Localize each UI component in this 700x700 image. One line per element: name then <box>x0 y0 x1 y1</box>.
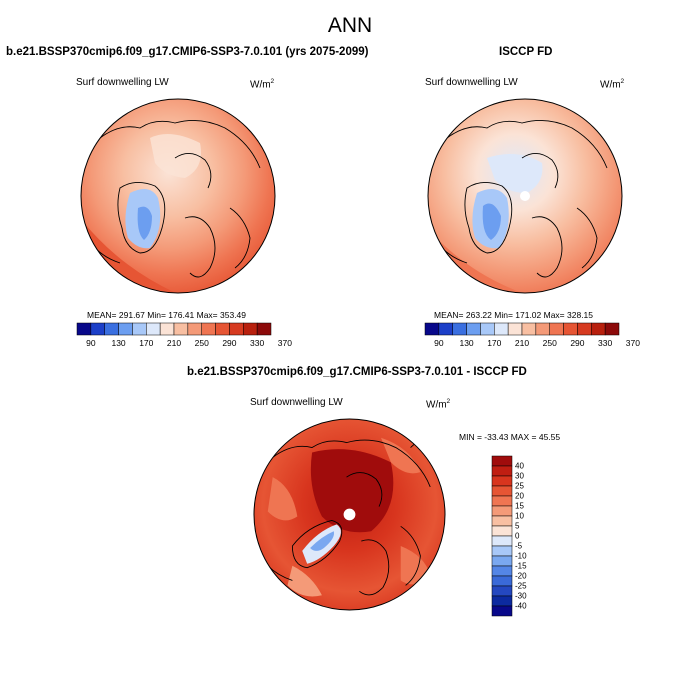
colorbar-segment <box>563 322 578 336</box>
colorbar-tick-label: 20 <box>515 491 524 501</box>
colorbar-tick-label: -5 <box>515 541 523 551</box>
model-colorbar <box>76 322 272 336</box>
colorbar-segment <box>491 605 513 617</box>
colorbar-segment <box>491 515 513 527</box>
colorbar-segment <box>491 555 513 567</box>
colorbar-tick-label: 0 <box>515 531 520 541</box>
colorbar-segment <box>424 322 440 336</box>
model-polar-map <box>80 98 276 294</box>
obs-variable-label: Surf downwelling LW <box>425 77 518 88</box>
obs-stats: MEAN= 263.22 Min= 171.02 Max= 328.15 <box>434 310 594 320</box>
colorbar-segment <box>201 322 216 336</box>
colorbar-tick-label: 40 <box>515 461 524 471</box>
colorbar-tick-label: 290 <box>222 338 237 348</box>
colorbar-tick-label: 370 <box>277 338 292 348</box>
colorbar-segment <box>491 585 513 597</box>
colorbar-segment <box>491 525 513 537</box>
colorbar-segment <box>173 322 189 336</box>
diff-colorbar-ticks: 40 30 25 20 15 10 5 0 -5 -10 -15 -20 -25 -30 -40 <box>515 456 545 616</box>
colorbar-segment <box>215 322 230 336</box>
colorbar-tick-label: 90 <box>86 338 96 348</box>
colorbar-tick-label: 170 <box>139 338 154 348</box>
diff-units-label: W/m2 <box>426 398 451 411</box>
figure-title: ANN <box>327 14 373 37</box>
colorbar-tick-label: 25 <box>515 481 524 491</box>
colorbar-tick-label: 130 <box>111 338 126 348</box>
colorbar-segment <box>507 322 523 336</box>
colorbar-tick-label: 5 <box>515 521 520 531</box>
colorbar-segment <box>491 575 513 587</box>
colorbar-tick-label: 90 <box>434 338 444 348</box>
colorbar-tick-label: 210 <box>514 338 530 348</box>
colorbar-segment <box>466 322 481 336</box>
colorbar-segment <box>491 485 513 497</box>
colorbar-tick-label: -40 <box>515 601 527 611</box>
colorbar-segment <box>577 322 592 336</box>
colorbar-segment <box>491 465 513 477</box>
colorbar-segment <box>452 322 467 336</box>
colorbar-tick-label: -25 <box>515 581 527 591</box>
colorbar-segment <box>491 455 513 467</box>
colorbar-segment <box>604 322 620 336</box>
colorbar-tick-label: 15 <box>515 501 524 511</box>
colorbar-segment <box>256 322 272 336</box>
colorbar-segment <box>438 322 453 336</box>
colorbar-segment <box>491 545 513 557</box>
colorbar-segment <box>491 565 513 577</box>
model-units-label: W/m2 <box>250 78 275 91</box>
colorbar-tick-label: -20 <box>515 571 527 581</box>
colorbar-segment <box>491 495 513 507</box>
colorbar-segment <box>591 322 606 336</box>
colorbar-segment <box>480 322 495 336</box>
colorbar-tick-label: 10 <box>515 511 524 521</box>
colorbar-segment <box>104 322 119 336</box>
colorbar-tick-label: 210 <box>166 338 182 348</box>
colorbar-tick-label: 290 <box>570 338 585 348</box>
colorbar-tick-label: 250 <box>194 338 209 348</box>
colorbar-segment <box>146 322 161 336</box>
diff-polar-map <box>253 418 446 611</box>
colorbar-tick-label: -30 <box>515 591 527 601</box>
colorbar-segment <box>132 322 147 336</box>
model-colorbar-ticks: 90 130 170 210 250 290 330 370 <box>77 338 292 350</box>
colorbar-segment <box>491 535 513 547</box>
obs-units-label: W/m2 <box>600 78 625 91</box>
colorbar-segment <box>229 322 244 336</box>
obs-colorbar <box>424 322 620 336</box>
colorbar-segment <box>494 322 509 336</box>
colorbar-segment <box>491 595 513 607</box>
diff-variable-label: Surf downwelling LW <box>250 397 343 408</box>
colorbar-segment <box>491 505 513 517</box>
colorbar-tick-label: 330 <box>598 338 613 348</box>
colorbar-segment <box>521 322 537 336</box>
colorbar-segment <box>243 322 258 336</box>
colorbar-tick-label: -10 <box>515 551 527 561</box>
colorbar-segment <box>76 322 92 336</box>
colorbar-segment <box>491 475 513 487</box>
colorbar-segment <box>187 322 202 336</box>
diff-panel-title: b.e21.BSSP370cmip6.f09_g17.CMIP6-SSP3-7.… <box>187 366 527 378</box>
colorbar-tick-label: 30 <box>515 471 524 481</box>
model-stats: MEAN= 291.67 Min= 176.41 Max= 353.49 <box>87 310 247 320</box>
diff-colorbar <box>491 455 513 617</box>
colorbar-tick-label: 130 <box>459 338 474 348</box>
colorbar-segment <box>118 322 133 336</box>
model-variable-label: Surf downwelling LW <box>76 77 169 88</box>
colorbar-segment <box>549 322 564 336</box>
obs-colorbar-ticks: 90 130 170 210 250 290 330 370 <box>425 338 640 350</box>
colorbar-tick-label: -15 <box>515 561 527 571</box>
model-panel-title: b.e21.BSSP370cmip6.f09_g17.CMIP6-SSP3-7.… <box>6 46 369 58</box>
colorbar-segment <box>535 322 550 336</box>
colorbar-segment <box>90 322 105 336</box>
colorbar-tick-label: 370 <box>625 338 640 348</box>
colorbar-tick-label: 330 <box>250 338 265 348</box>
colorbar-tick-label: 250 <box>542 338 557 348</box>
obs-polar-map <box>427 98 623 294</box>
obs-panel-title: ISCCP FD <box>499 46 553 58</box>
diff-stats: MIN = -33.43 MAX = 45.55 <box>459 432 561 442</box>
colorbar-segment <box>159 322 175 336</box>
colorbar-tick-label: 170 <box>487 338 502 348</box>
